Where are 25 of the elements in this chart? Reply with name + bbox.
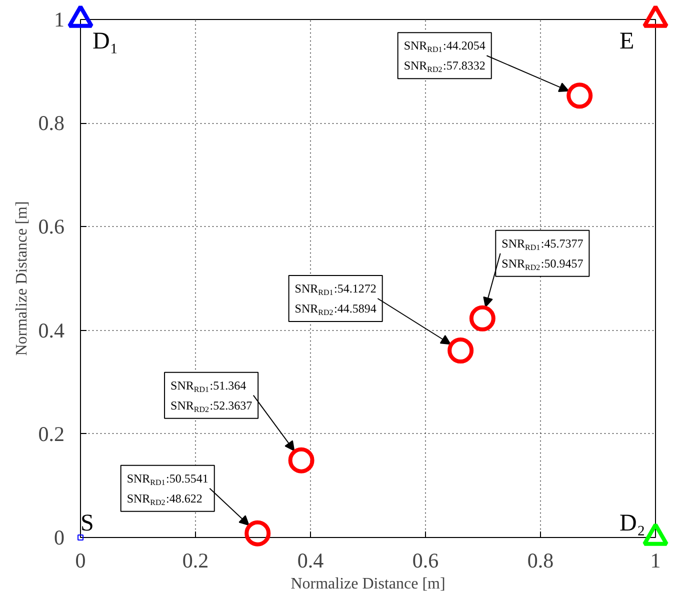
- series-label: E: [620, 28, 634, 54]
- x-tick-label: 0.4: [297, 548, 324, 572]
- series-label: D₁: [92, 28, 118, 54]
- y-tick-label: 0.2: [38, 422, 64, 446]
- x-tick-label: 1: [650, 548, 661, 572]
- point: [288, 447, 314, 474]
- y-tick-label: 0.4: [38, 318, 65, 342]
- y-tick-label: 0: [54, 526, 64, 550]
- point: [448, 338, 474, 364]
- x-tick-label: 0: [75, 548, 86, 572]
- point: [68, 4, 94, 28]
- series-label: S: [80, 510, 94, 536]
- point: [469, 305, 496, 332]
- y-tick-label: 0.6: [38, 214, 64, 239]
- x-axis-title: Normalize Distance [m]: [290, 576, 446, 592]
- y-tick-label: 1: [54, 8, 64, 32]
- point: [244, 520, 271, 546]
- point: [78, 534, 84, 540]
- x-tick-label: 0.6: [412, 548, 439, 572]
- point: [642, 4, 668, 28]
- y-tick-label: 0.8: [38, 111, 64, 136]
- series-label: D₂: [620, 510, 646, 536]
- y-axis-title: Normalize Distance [m]: [13, 201, 30, 356]
- x-tick-label: 0.8: [527, 548, 554, 572]
- x-tick-label: 0.2: [182, 548, 209, 572]
